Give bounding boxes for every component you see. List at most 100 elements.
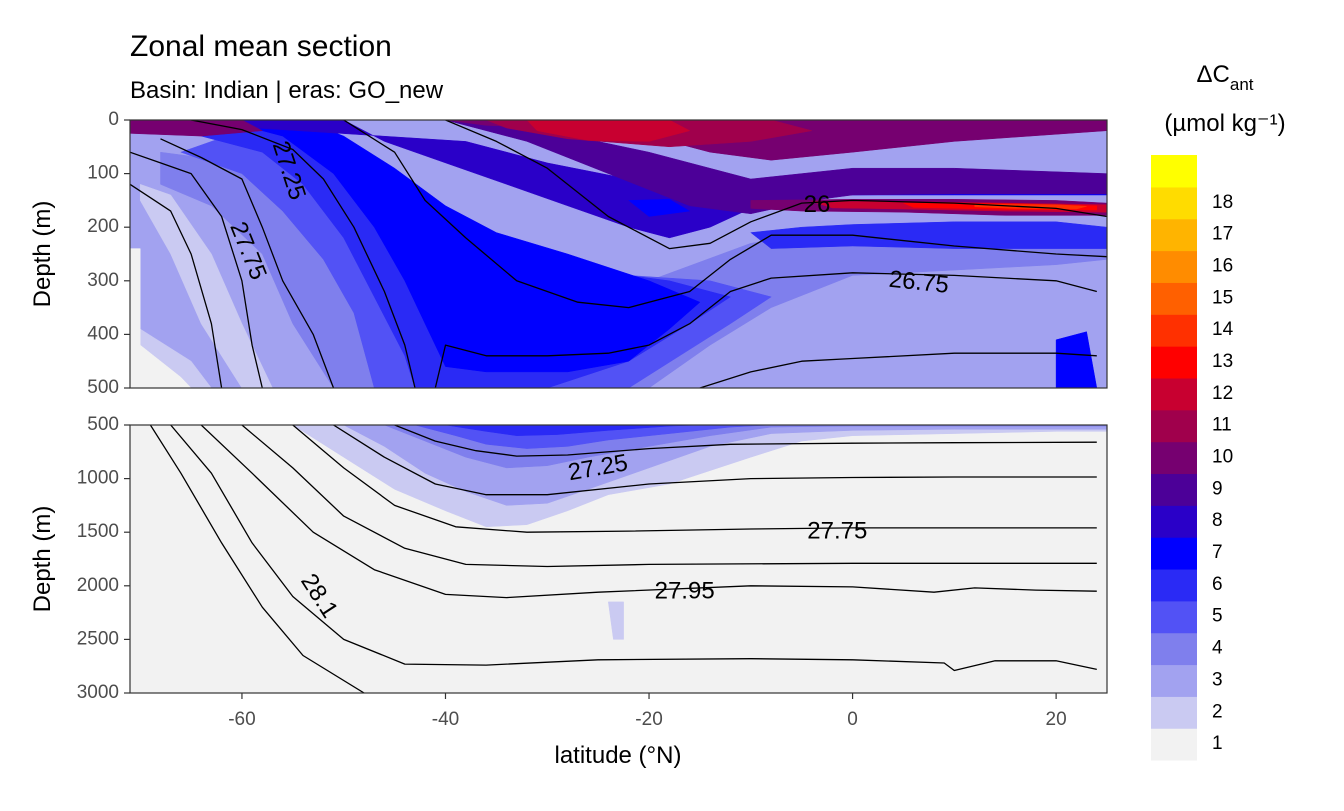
legend-label-4: 4 (1212, 638, 1223, 659)
legend-swatch-9 (1151, 441, 1197, 475)
field-region-8 (750, 221, 1107, 249)
legend-label-18: 18 (1212, 192, 1233, 213)
y-tick-label: 1500 (77, 521, 119, 542)
isopycnal-label-5: 27.75 (807, 518, 867, 545)
panel-upper-isopycnals (130, 120, 1107, 388)
x-tick-label: 20 (1046, 709, 1067, 730)
legend-title-main: ΔC (1196, 61, 1229, 88)
panel-lower-isopycnals (149, 425, 1097, 693)
legend-swatch-7 (1151, 505, 1197, 538)
legend-swatch-3 (1151, 632, 1197, 666)
isopycnal-line-0 (190, 120, 416, 388)
isopycnal-line-2 (130, 151, 263, 388)
legend-label-8: 8 (1212, 510, 1223, 531)
legend-label-14: 14 (1212, 319, 1234, 340)
y-tick-label: 500 (87, 414, 119, 435)
legend-title-subscript: ant (1230, 75, 1254, 94)
legend-label-13: 13 (1212, 351, 1233, 372)
isopycnal-line-8 (394, 425, 1097, 457)
legend-label-7: 7 (1212, 542, 1223, 563)
field-region-15 (130, 120, 263, 137)
y-tick-label: 400 (87, 323, 119, 344)
legend-swatch-15 (1151, 250, 1197, 283)
y-tick-label: 500 (87, 377, 119, 398)
y-tick-label: 2500 (77, 628, 119, 649)
legend-swatch-6 (1151, 537, 1197, 570)
legend-label-17: 17 (1212, 224, 1233, 245)
x-axis-label: latitude (°N) (555, 742, 682, 769)
field-region-29 (608, 601, 624, 640)
panel-upper-y-axis: 0 100 200 300 400 500 (87, 109, 130, 398)
legend-title: ΔCant (1196, 61, 1253, 94)
legend-swatch-11 (1151, 377, 1197, 411)
y-tick-label: 0 (108, 109, 119, 130)
field-region-3 (139, 184, 273, 388)
legend-swatch-16 (1151, 218, 1197, 252)
y-tick-label: 100 (87, 163, 119, 184)
legend-swatch-0 (1151, 728, 1197, 761)
isopycnal-line-7 (699, 352, 1097, 388)
x-tick-label: -40 (432, 709, 459, 730)
legend-label-15: 15 (1212, 287, 1233, 308)
legend-swatch-10 (1151, 409, 1197, 443)
y-tick-label: 300 (87, 270, 119, 291)
legend-label-2: 2 (1212, 701, 1223, 722)
y-tick-label: 3000 (77, 682, 119, 703)
isopycnal-line-14 (149, 425, 365, 693)
isopycnal-line-1 (160, 138, 335, 388)
colorbar-legend: ΔCant (µmol kg⁻¹) 1234567891011121314151… (1151, 61, 1286, 761)
legend-label-1: 1 (1212, 733, 1223, 754)
isopycnal-label-3: 26.75 (888, 266, 951, 299)
panel-lower-border (129, 424, 1108, 694)
legend-label-6: 6 (1212, 574, 1223, 595)
x-axis: -60 -40 -20 0 20 (228, 693, 1067, 730)
y-tick-label: 1000 (77, 468, 119, 489)
panel-lower-y-label: Depth (m) (29, 506, 56, 613)
panel-upper-field (130, 120, 1107, 388)
field-region-10 (130, 120, 752, 239)
legend-label-3: 3 (1212, 669, 1223, 690)
field-region-11 (363, 120, 1107, 215)
isopycnal-label-2: 26 (804, 191, 831, 218)
field-region-23 (130, 425, 1107, 693)
field-region-22 (1055, 331, 1098, 388)
legend-swatch-4 (1151, 600, 1197, 634)
field-region-20 (628, 199, 690, 217)
legend-label-5: 5 (1212, 606, 1223, 627)
legend-swatch-17 (1151, 186, 1197, 220)
legend-swatch-13 (1151, 314, 1197, 347)
isopycnal-line-5 (343, 120, 1107, 309)
isopycnal-line-4 (445, 120, 1107, 250)
isopycnal-line-9 (333, 425, 1097, 496)
x-tick-label: 0 (847, 709, 858, 730)
legend-units: (µmol kg⁻¹) (1164, 110, 1285, 137)
field-region-14 (526, 120, 690, 142)
isopycnal-line-6 (434, 272, 1097, 388)
x-tick-label: -20 (635, 709, 662, 730)
legend-swatch-12 (1151, 346, 1197, 379)
isopycnal-line-11 (241, 425, 1097, 568)
legend-swatch-14 (1151, 282, 1197, 315)
legend-swatch-1 (1151, 696, 1197, 729)
isopycnal-line-13 (170, 425, 1097, 672)
panel-lower-y-axis: 500 1000 1500 2000 2500 3000 (77, 414, 130, 703)
y-tick-label: 2000 (77, 575, 119, 596)
legend-label-9: 9 (1212, 478, 1223, 499)
panel-upper-border (129, 119, 1108, 389)
legend-label-12: 12 (1212, 383, 1233, 404)
legend-color-boxes (1151, 155, 1197, 761)
legend-swatch-8 (1151, 473, 1197, 506)
y-tick-label: 200 (87, 216, 119, 237)
legend-label-10: 10 (1212, 447, 1233, 468)
legend-label-11: 11 (1212, 415, 1232, 436)
legend-swatch-18 (1151, 155, 1197, 188)
legend-swatch-2 (1151, 664, 1197, 697)
isopycnal-label-6: 27.95 (655, 578, 715, 605)
field-region-21 (130, 248, 141, 388)
chart-title: Zonal mean section (130, 30, 392, 63)
isopycnal-line-10 (292, 425, 1097, 533)
isopycnal-line-3 (130, 183, 223, 388)
